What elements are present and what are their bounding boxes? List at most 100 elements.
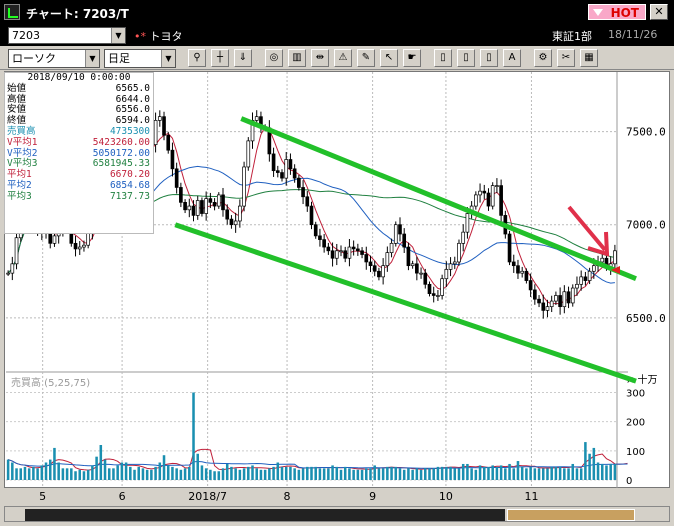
candle-body xyxy=(440,278,444,296)
volume-bar xyxy=(310,466,313,480)
candle-body xyxy=(326,246,331,252)
candle-body xyxy=(461,231,466,244)
column-c-icon[interactable]: ▯ xyxy=(480,49,498,67)
volume-bar xyxy=(293,468,296,480)
volume-bar xyxy=(525,468,528,480)
volume-bar xyxy=(276,462,280,480)
candle-body xyxy=(356,248,360,252)
price-tick-label: 7000.0 xyxy=(626,219,666,232)
volume-bar xyxy=(461,463,465,480)
pencil-icon[interactable]: ✎ xyxy=(357,49,375,67)
period-select[interactable]: 日足 ▼ xyxy=(104,49,176,68)
annotation-arrow-shaft xyxy=(567,205,607,252)
volume-bar xyxy=(6,459,10,480)
volume-bar xyxy=(415,468,419,480)
candle-body xyxy=(419,272,423,275)
info-value: 5423260.00 xyxy=(92,136,150,148)
candle-body xyxy=(157,116,162,121)
wrench-icon[interactable]: ✂ xyxy=(557,49,575,67)
scroll-thumb[interactable] xyxy=(507,509,635,521)
select-arrow-icon[interactable]: ↖ xyxy=(380,49,398,67)
candle-body xyxy=(478,190,482,196)
candle-body xyxy=(372,265,377,272)
info-label: 始値 xyxy=(7,82,27,94)
candle-body xyxy=(389,242,394,253)
chevron-down-icon[interactable]: ▼ xyxy=(85,50,99,67)
close-button[interactable]: ✕ xyxy=(650,4,668,20)
volume-bar xyxy=(74,471,77,480)
volume-label: 売買高 (5,25,75) xyxy=(11,376,90,389)
volume-bar xyxy=(348,468,351,480)
hand-icon[interactable]: ☛ xyxy=(403,49,421,67)
palette-icon[interactable]: ▦ xyxy=(580,49,598,67)
all-icon[interactable]: A xyxy=(503,49,521,67)
candle-body xyxy=(410,263,415,267)
volume-bar xyxy=(204,468,208,480)
volume-tick-label: 0 xyxy=(626,476,632,487)
chevron-down-icon[interactable]: ▼ xyxy=(111,28,125,43)
arrow-split-icon[interactable]: ⇹ xyxy=(311,49,329,67)
candle-body xyxy=(77,246,82,250)
candle-body xyxy=(452,261,457,265)
volume-bar xyxy=(499,465,503,480)
candle-body xyxy=(166,134,171,151)
search-icon[interactable]: ⚲ xyxy=(188,49,206,67)
volume-bar xyxy=(335,466,339,480)
candle-body xyxy=(229,218,234,226)
volume-bar xyxy=(386,466,389,480)
volume-bar xyxy=(322,468,326,480)
volume-bar xyxy=(424,468,427,480)
volume-bar xyxy=(196,453,199,480)
volume-bar xyxy=(247,466,250,480)
volume-bar xyxy=(179,469,183,480)
crosshair-icon[interactable]: ┼ xyxy=(211,49,229,67)
candle-body xyxy=(238,205,242,222)
stock-code-input[interactable]: 7203 ▼ xyxy=(8,27,126,44)
candle-body xyxy=(549,300,554,308)
candle-body xyxy=(309,205,314,226)
volume-bar xyxy=(65,468,69,480)
chevron-down-icon[interactable]: ▼ xyxy=(161,50,175,67)
chart-app-icon xyxy=(4,4,20,20)
chart-scrollbar[interactable] xyxy=(4,506,670,522)
info-row: 平均1 6670.20 xyxy=(5,169,153,181)
time-tick-label: 10 xyxy=(439,490,453,503)
column-a-icon[interactable]: ▯ xyxy=(434,49,452,67)
column-b-icon[interactable]: ▯ xyxy=(457,49,475,67)
zoom-icon[interactable]: ◎ xyxy=(265,49,283,67)
candle-body xyxy=(212,202,217,207)
gear-icon[interactable]: ⚙ xyxy=(534,49,552,67)
candle-body xyxy=(562,291,567,308)
hot-button[interactable]: HOT xyxy=(588,4,646,20)
candle-body xyxy=(570,287,575,304)
candle-body xyxy=(301,187,305,198)
volume-bar xyxy=(318,468,322,480)
volume-bar xyxy=(365,468,368,480)
candle-body xyxy=(216,194,221,207)
info-label: 安値 xyxy=(7,104,27,116)
volume-bar xyxy=(217,471,221,480)
volume-bar xyxy=(263,469,267,480)
chart-type-select[interactable]: ローソク ▼ xyxy=(8,49,100,68)
candle-body xyxy=(334,250,339,259)
info-value: 7137.73 xyxy=(109,190,150,202)
candle-body xyxy=(436,295,440,297)
volume-bar xyxy=(171,466,174,480)
info-row: 始値 6565.0 xyxy=(5,82,153,95)
warning-icon[interactable]: ⚠ xyxy=(334,49,352,67)
bar-icon[interactable]: ▥ xyxy=(288,49,306,67)
cursor-down-icon[interactable]: ⇓ xyxy=(234,49,252,67)
volume-bar xyxy=(36,468,39,480)
volume-bar xyxy=(575,468,579,480)
candle-body xyxy=(545,306,550,311)
time-tick-label: 8 xyxy=(284,490,291,503)
volume-bar xyxy=(331,465,334,480)
volume-bar xyxy=(225,463,229,480)
info-datetime: 2018/09/10 0:00:00 xyxy=(27,72,131,83)
candle-body xyxy=(600,257,605,263)
candle-body xyxy=(195,200,200,216)
volume-bar xyxy=(192,392,195,480)
volume-bar xyxy=(11,462,14,480)
time-tick-label: 5 xyxy=(39,490,46,503)
